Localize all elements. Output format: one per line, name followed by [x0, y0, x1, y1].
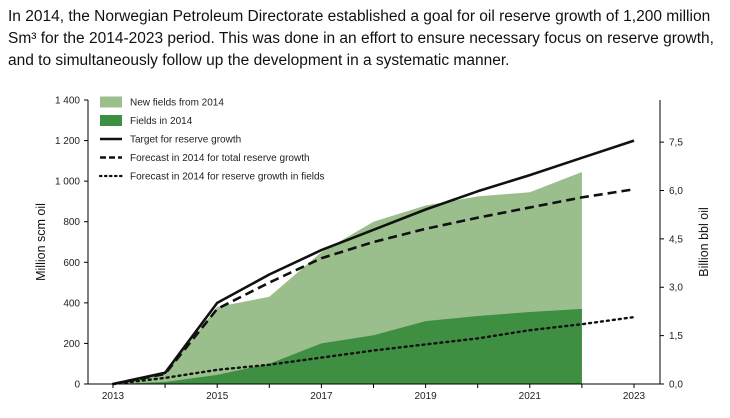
y-tick-label: 1 000: [55, 177, 80, 188]
y-right-tick-label: 0,0: [669, 380, 683, 391]
area-layer: [113, 172, 582, 384]
y-right-tick-label: 4,5: [669, 234, 683, 245]
legend-item-forecast-in-2014-for-reserve-growth-in-fields: Forecast in 2014 for reserve growth in f…: [98, 172, 325, 183]
area-fields-in-2014: [113, 308, 582, 384]
legend-label: Target for reserve growth: [130, 135, 241, 146]
y-right-tick-label: 1,5: [669, 331, 683, 342]
legend-swatch: [100, 96, 122, 108]
line-forecast-in-2014-for-reserve-growth-in-fields: [111, 315, 636, 386]
legend-item-new-fields-from-2014: New fields from 2014: [100, 96, 224, 109]
legend-label: Forecast in 2014 for reserve growth in f…: [130, 172, 325, 183]
y-axis-title-left: Million scm oil: [34, 203, 48, 281]
legend-item-fields-in-2014: Fields in 2014: [100, 115, 193, 127]
x-tick-label: 2019: [414, 391, 437, 402]
y-axis-title-right: Billion bbl oil: [697, 207, 711, 276]
y-tick-label: 200: [63, 339, 80, 350]
line-layer: [111, 139, 636, 386]
x-tick-label: 2021: [519, 391, 542, 402]
legend-item-forecast-in-2014-for-total-reserve-growth: Forecast in 2014 for total reserve growt…: [100, 153, 310, 164]
legend: New fields from 2014 Fields in 2014 Target…: [98, 96, 325, 183]
y-tick-label: 600: [63, 258, 80, 269]
y-tick-label: 1 200: [55, 136, 80, 147]
y-right-tick-label: 3,0: [669, 283, 683, 294]
y-right-tick-label: 6,0: [669, 186, 683, 197]
y-right-tick-label: 7,5: [669, 138, 683, 149]
x-tick-label: 2015: [206, 391, 229, 402]
legend-item-target-for-reserve-growth: Target for reserve growth: [100, 135, 241, 146]
y-tick-label: 800: [63, 217, 80, 228]
line-forecast-in-2014-for-total-reserve-growth: [112, 188, 635, 386]
y-tick-label: 1 400: [55, 96, 80, 107]
x-tick-label: 2017: [310, 391, 333, 402]
y-tick-label: 0: [74, 380, 80, 391]
legend-label: Fields in 2014: [130, 116, 193, 127]
intro-paragraph: In 2014, the Norwegian Petroleum Directo…: [8, 8, 714, 69]
y-tick-label: 400: [63, 298, 80, 309]
axes-layer: 0 200 400 600 800 1 000 1 200 1 400 0,0 1,5 3,0 4,5…: [55, 96, 683, 403]
line-target-for-reserve-growth: [112, 139, 635, 386]
legend-label: Forecast in 2014 for total reserve growt…: [130, 153, 310, 164]
x-tick-label: 2023: [623, 391, 646, 402]
legend-swatch: [100, 115, 122, 126]
legend-label: New fields from 2014: [130, 98, 224, 109]
x-tick-label: 2013: [102, 391, 125, 402]
